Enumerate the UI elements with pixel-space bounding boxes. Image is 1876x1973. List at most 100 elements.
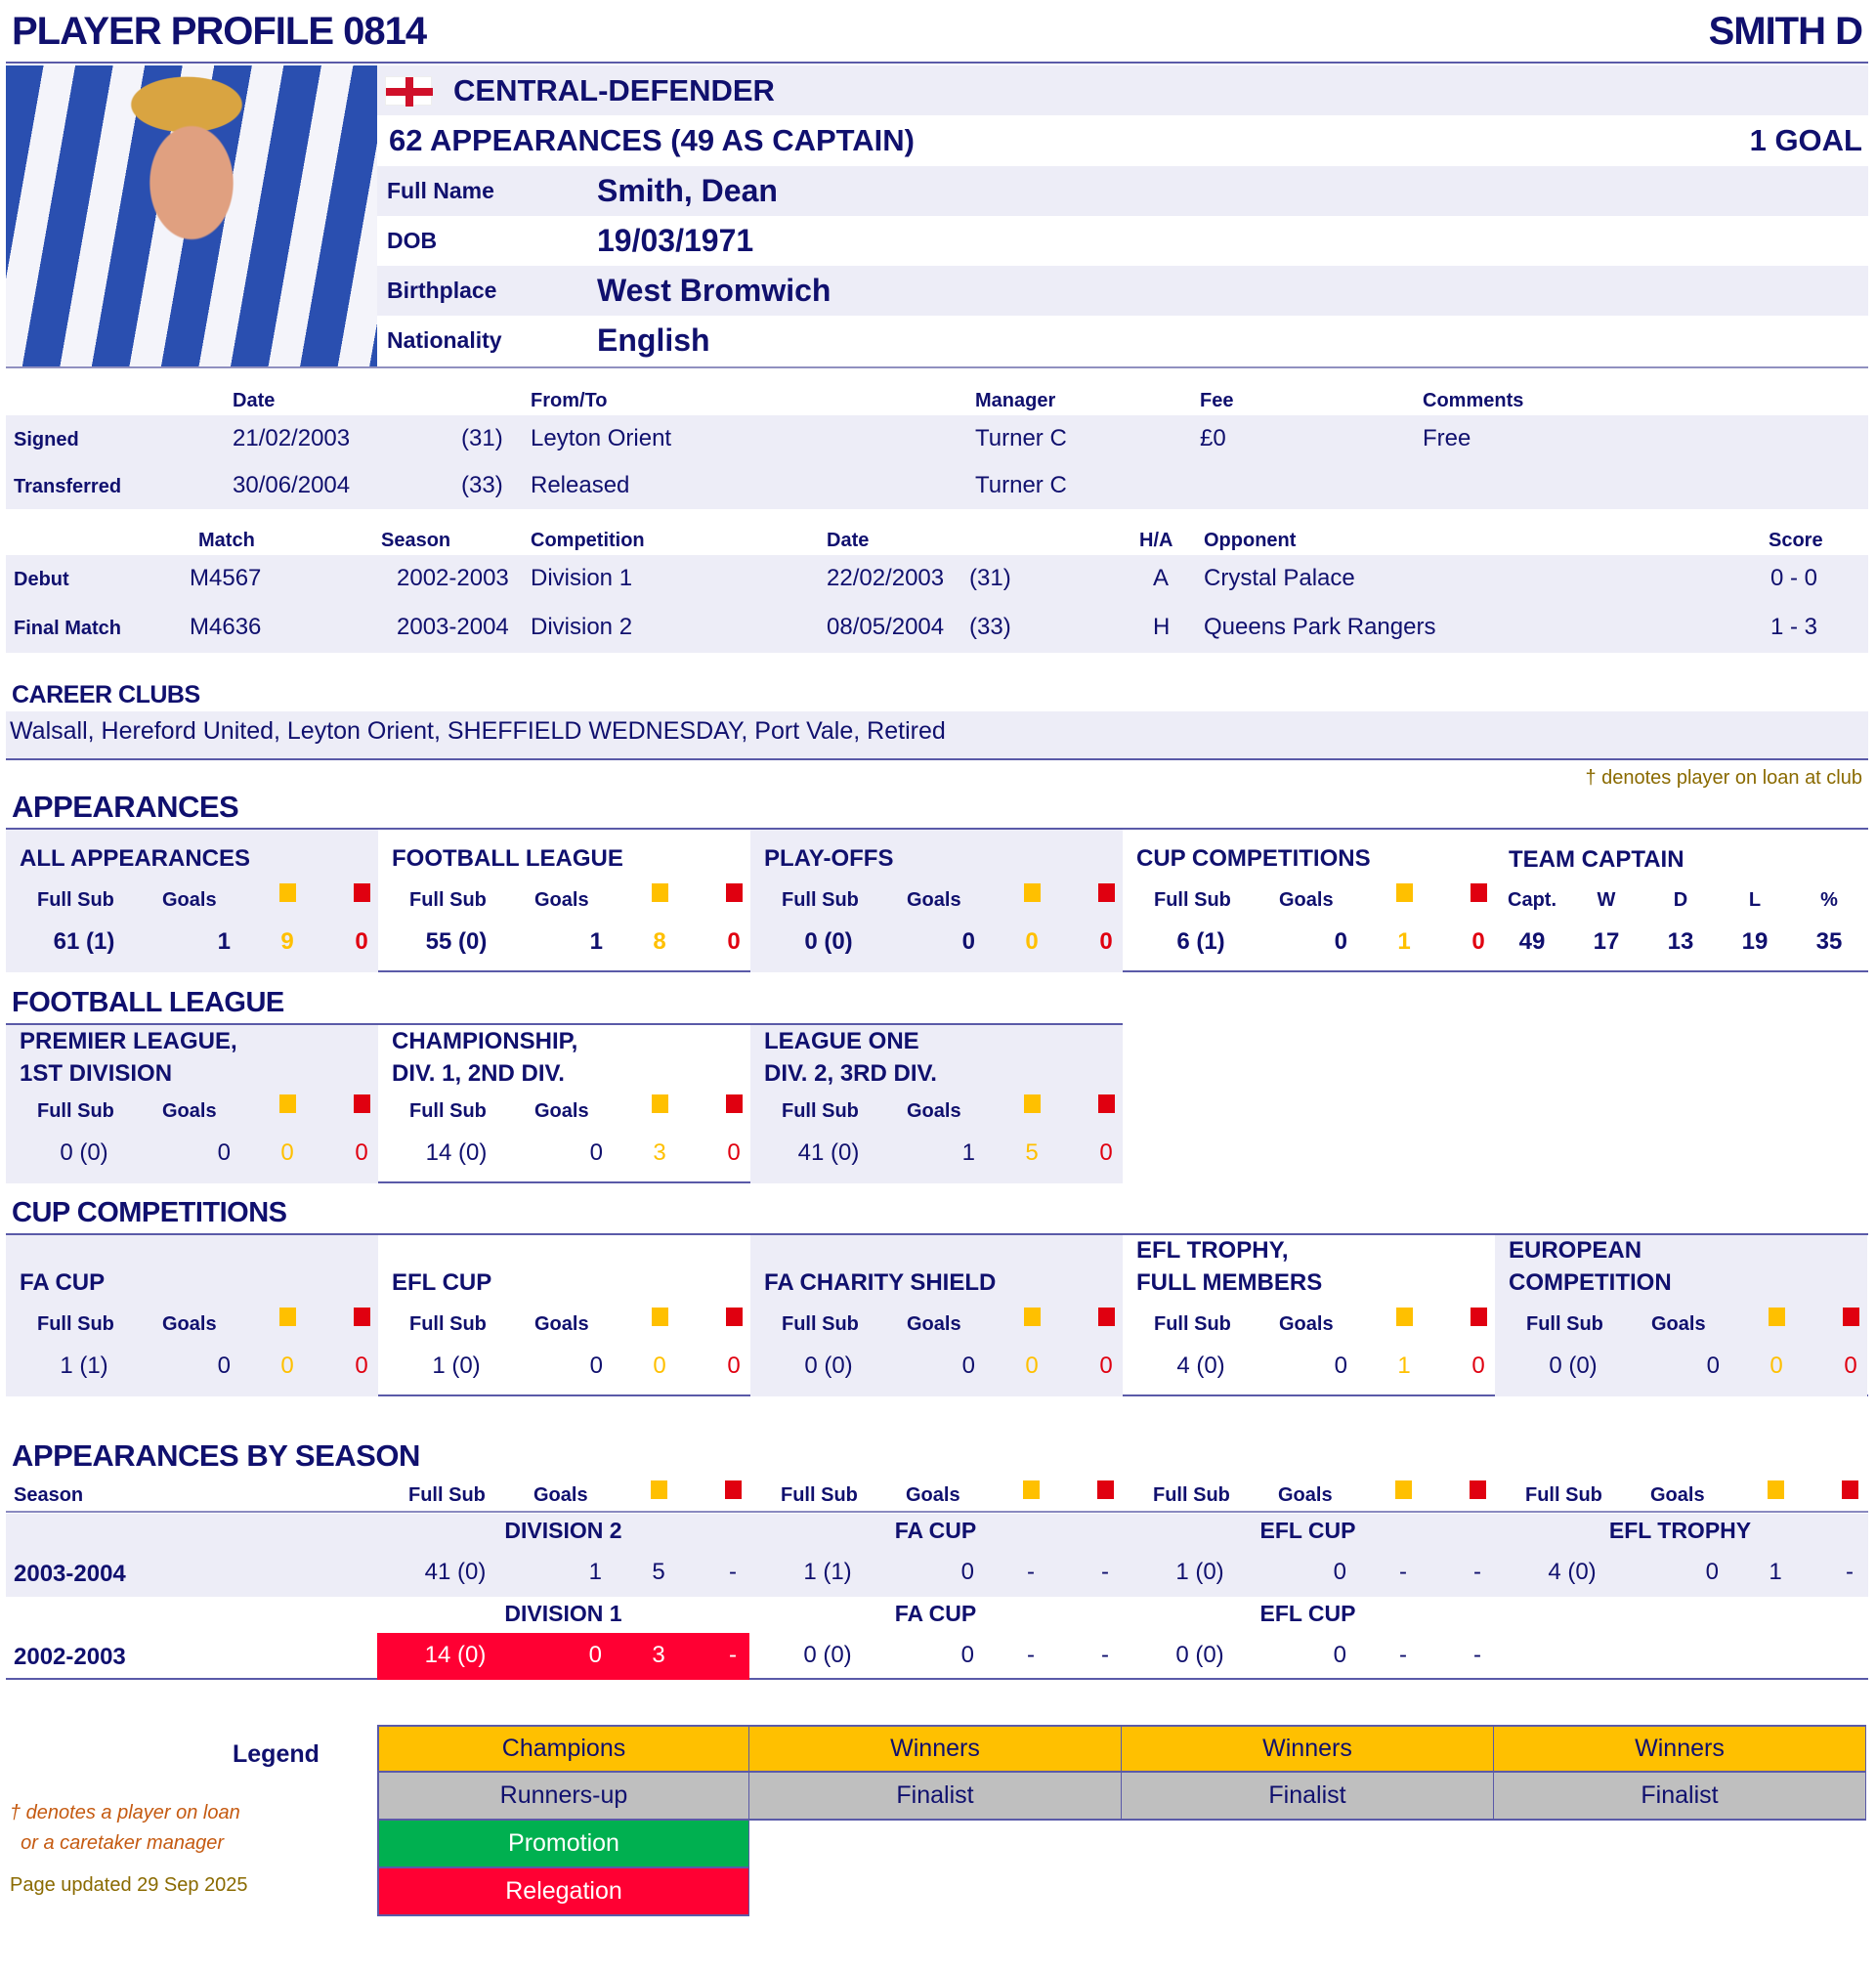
transfers-table: Date From/To Manager Fee Comments Signed 21/02… (6, 386, 1868, 513)
yellow-cards-value: 5 (652, 1559, 665, 1585)
page-title: PLAYER PROFILE 0814 (12, 10, 427, 53)
full-sub-header: Full Sub (1525, 1484, 1602, 1506)
stat-block: EFL TROPHY, FULL MEMBERS Full Sub Goals 4 (… (1123, 1235, 1495, 1396)
transfer-cell: Leyton Orient (531, 425, 672, 451)
appearances-value: 4 (0) (1548, 1559, 1597, 1585)
goals-header: Goals (534, 1100, 589, 1122)
legend-winners: Winners (1494, 1725, 1866, 1773)
goals-value: 0 (217, 1352, 231, 1379)
appearances-value: 41 (0) (797, 1139, 860, 1166)
red-card-icon (1470, 1480, 1486, 1499)
match-cell: H (1153, 614, 1171, 640)
england-flag-icon (385, 75, 433, 107)
yellow-card-icon (279, 1094, 296, 1113)
block-title: FA CUP (20, 1269, 106, 1296)
block-title-area: EFL TROPHY, FULL MEMBERS (1123, 1235, 1495, 1299)
captain-value: 35 (1815, 928, 1843, 955)
red-cards-value: - (1473, 1642, 1481, 1668)
stat-block: ALL APPEARANCES Full Sub Goals 61 (1) 1 9 0 (6, 830, 378, 972)
captain-header: W (1597, 889, 1616, 911)
block-title-area: ALL APPEARANCES (6, 830, 378, 875)
goals-value: 0 (217, 1139, 231, 1166)
competition-name: DIVISION 2 (504, 1518, 622, 1543)
goals-value: 0 (1334, 1352, 1347, 1379)
red-cards-value: 0 (727, 1139, 741, 1166)
yellow-cards-value: 1 (1769, 1559, 1782, 1585)
yellow-cards-value: 0 (280, 1139, 294, 1166)
block-title: EUROPEAN COMPETITION (1509, 1237, 1672, 1296)
goals-header: Goals (907, 1100, 961, 1122)
match-cell: 08/05/2004 (827, 614, 945, 640)
match-cell: 22/02/2003 (827, 565, 945, 591)
goals-value: 0 (589, 1139, 603, 1166)
yellow-card-icon (652, 883, 668, 902)
competition-name: EFL CUP (1259, 1601, 1356, 1626)
goals-value: 0 (1705, 1559, 1719, 1585)
position-row: CENTRAL-DEFENDER (377, 65, 1868, 115)
goals-value: 0 (1333, 1642, 1346, 1668)
legend-winners: Winners (1122, 1725, 1494, 1773)
full-sub-header: Full Sub (782, 1100, 859, 1122)
block-title: EFL TROPHY, FULL MEMBERS (1136, 1237, 1323, 1296)
appearances-value: 14 (0) (425, 1139, 488, 1166)
appearances-value: 1 (1) (803, 1559, 852, 1585)
red-cards-value: 0 (355, 1352, 368, 1379)
season-header: Season (14, 1484, 84, 1506)
full-sub-header: Full Sub (409, 1100, 487, 1122)
column-header: Season (381, 530, 451, 551)
appearances-value: 41 (0) (424, 1559, 487, 1585)
yellow-cards-value: 0 (280, 1352, 294, 1379)
block-title-area: PREMIER LEAGUE, 1ST DIVISION (6, 1025, 378, 1087)
goals-value: 0 (960, 1559, 974, 1585)
block-title: PREMIER LEAGUE, 1ST DIVISION (20, 1028, 237, 1087)
column-header: Comments (1423, 390, 1524, 411)
full-sub-header: Full Sub (408, 1484, 486, 1506)
red-cards-value: 0 (1844, 1352, 1857, 1379)
appearances-value: 4 (0) (1176, 1352, 1225, 1379)
match-cell: (33) (969, 614, 1011, 640)
yellow-card-icon (1396, 1308, 1413, 1326)
competition-name: FA CUP (894, 1518, 977, 1543)
legend-winners: Winners (749, 1725, 1122, 1773)
block-title: EFL CUP (392, 1269, 492, 1296)
red-cards-value: 0 (355, 1139, 368, 1166)
goals-header: Goals (162, 1100, 217, 1122)
field-label: Full Name (387, 178, 494, 203)
block-title-area: EFL CUP (378, 1235, 750, 1299)
red-card-icon (354, 1094, 370, 1113)
yellow-card-icon (1024, 1094, 1041, 1113)
red-cards-value: 0 (1099, 1352, 1113, 1379)
red-card-icon (725, 1480, 742, 1499)
match-cell: Final Match (14, 618, 122, 639)
yellow-card-icon (1024, 883, 1041, 902)
profile-field-row: DOB 19/03/1971 (377, 216, 1868, 266)
match-cell: Crystal Palace (1204, 565, 1355, 591)
full-sub-header: Full Sub (781, 1484, 858, 1506)
block-title-area: CUP COMPETITIONS (1123, 830, 1495, 875)
full-sub-header: Full Sub (782, 1313, 859, 1335)
transfer-cell: Turner C (975, 472, 1067, 498)
transfer-cell: Free (1423, 425, 1471, 451)
red-cards-value: 0 (1471, 928, 1485, 955)
goal-total: 1 GOAL (1749, 122, 1862, 157)
stat-block: CUP COMPETITIONS Full Sub Goals 6 (1) 0 1 0 (1123, 830, 1495, 972)
divider (6, 1511, 1868, 1513)
season-row: 2003-2004 DIVISION 2 41 (0) 1 5 - FA CUP 1 (1) 0… (6, 1514, 1868, 1597)
column-header: H/A (1139, 530, 1173, 551)
appearances-by-season-heading: APPEARANCES BY SEASON (12, 1438, 420, 1473)
captain-header: D (1673, 889, 1688, 911)
team-captain-block: TEAM CAPTAIN Capt. 49 W 17 D 13 L 19% 35 (1495, 830, 1868, 972)
match-cell: 2003-2004 (397, 614, 509, 640)
legend: Legend Champions Winners Winners Winners Runn… (0, 1725, 1876, 1920)
yellow-card-icon (1768, 1480, 1784, 1499)
match-cell: (31) (969, 565, 1011, 591)
goals-header: Goals (907, 1313, 961, 1335)
red-cards-value: 0 (727, 1352, 741, 1379)
appearances-row: 62 APPEARANCES (49 AS CAPTAIN) 1 GOAL (377, 115, 1868, 165)
full-sub-header: Full Sub (782, 889, 859, 911)
appearances-value: 0 (0) (804, 928, 853, 955)
transfer-cell: (33) (461, 472, 503, 498)
full-sub-header: Full Sub (1154, 1313, 1231, 1335)
red-card-icon (726, 1094, 743, 1113)
matches-table: Match Season Competition Date H/A Opponent Sco… (6, 526, 1868, 653)
